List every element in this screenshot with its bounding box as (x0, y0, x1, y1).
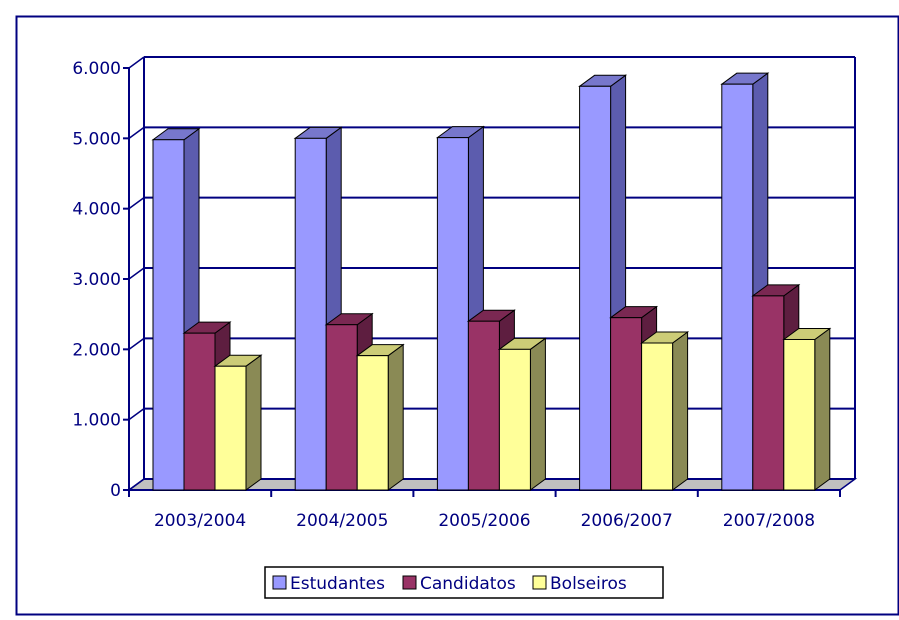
legend: Estudantes Candidatos Bolseiros (264, 566, 664, 599)
bar (152, 139, 185, 491)
bar-side (387, 343, 404, 491)
legend-swatch (532, 575, 547, 590)
bar (783, 338, 816, 491)
bar-side (672, 331, 689, 491)
bar-bolseiros-2004-2005 (355, 343, 405, 491)
legend-label: Estudantes (290, 574, 385, 594)
bar-bolseiros-2003-2004 (213, 354, 263, 491)
bar-side (245, 354, 262, 491)
bar (721, 83, 754, 491)
y-tick-label: 3.000 (72, 270, 121, 290)
bar (183, 332, 216, 491)
bar-bolseiros-2005-2006 (497, 337, 547, 491)
gridline-side (128, 337, 145, 350)
legend-swatch (402, 575, 417, 590)
y-tick-label: 0 (110, 481, 121, 501)
bar-side (814, 327, 831, 491)
bar-bolseiros-2006-2007 (640, 331, 690, 491)
bar-bolseiros-2007-2008 (782, 327, 832, 491)
gridline-side (128, 267, 145, 280)
x-tick-label: 2004/2005 (296, 511, 388, 531)
gridline-side (128, 478, 145, 491)
bar (498, 348, 531, 491)
x-tick-label: 2006/2007 (581, 511, 673, 531)
y-tick-label: 4.000 (72, 200, 121, 220)
bar-estudantes-2006-2007 (578, 74, 628, 491)
bar (610, 317, 643, 491)
bar (325, 324, 358, 491)
bar-side (529, 337, 546, 491)
y-tick-label: 2.000 (72, 340, 121, 360)
legend-swatch (272, 575, 287, 590)
gridline-side (128, 126, 145, 139)
legend-label: Candidatos (420, 574, 516, 594)
bar (641, 342, 674, 491)
legend-box (264, 566, 664, 599)
bar (214, 365, 247, 491)
x-tick-label: 2005/2006 (438, 511, 530, 531)
y-tick-label: 1.000 (72, 411, 121, 431)
bar (436, 137, 469, 491)
y-tick-label: 5.000 (72, 129, 121, 149)
x-tick-label: 2007/2008 (723, 511, 815, 531)
gridline-side (128, 56, 145, 69)
bar (294, 137, 327, 491)
bar (467, 320, 500, 491)
bar (579, 85, 612, 491)
bar (752, 295, 785, 491)
gridline-side (128, 197, 145, 210)
legend-label: Bolseiros (550, 574, 627, 594)
gridline-side (128, 408, 145, 421)
x-tick-label: 2003/2004 (154, 511, 246, 531)
bar (356, 355, 389, 491)
y-tick-label: 6.000 (72, 59, 121, 79)
